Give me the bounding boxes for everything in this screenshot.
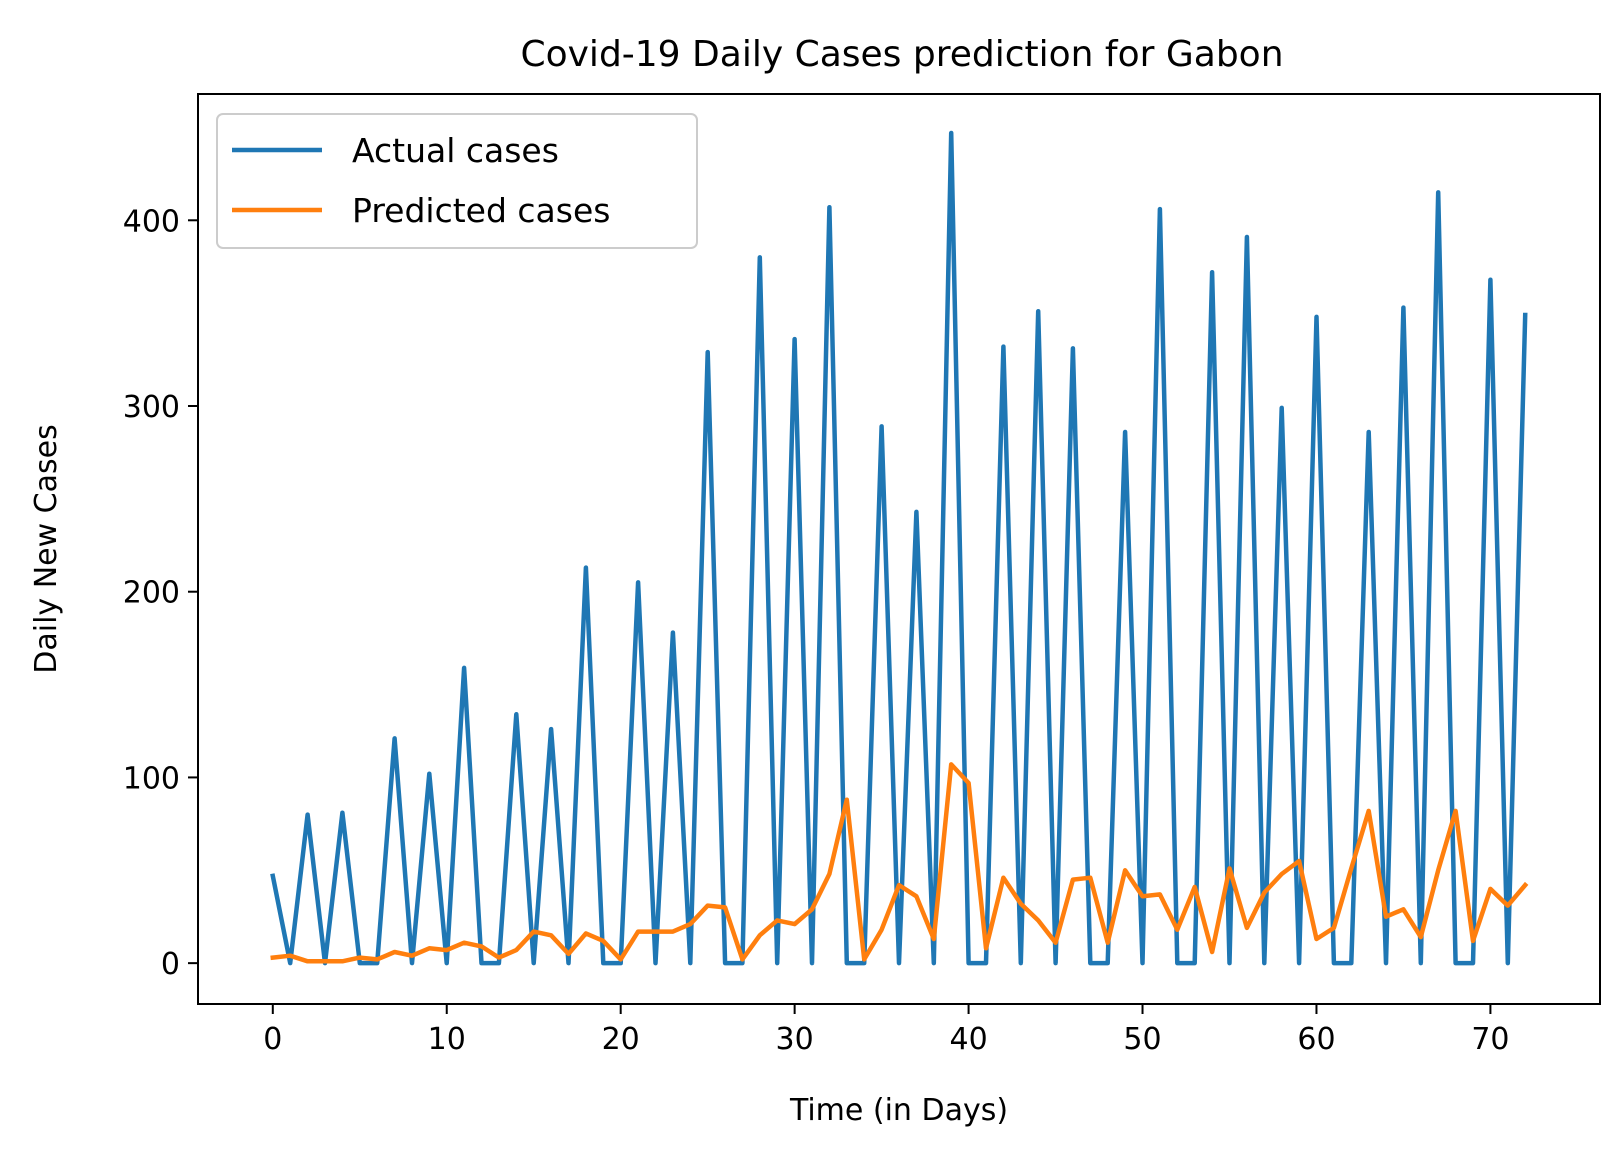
legend-label-1: Actual cases <box>352 131 559 170</box>
legend: Actual cases Predicted cases <box>216 113 698 249</box>
x-axis: 0 10 20 30 40 50 60 70 <box>263 1004 1510 1057</box>
x-tick-label: 0 <box>263 1022 282 1057</box>
y-axis-label: Daily New Cases <box>29 424 64 673</box>
series-line-1 <box>270 130 1528 966</box>
y-tick-label: 100 <box>123 761 180 796</box>
y-tick-label: 200 <box>123 576 180 611</box>
chart-title: Covid-19 Daily Cases prediction for Gabo… <box>520 34 1283 75</box>
x-tick-label: 10 <box>428 1022 466 1057</box>
y-tick-label: 400 <box>123 204 180 239</box>
x-tick-label: 70 <box>1471 1022 1509 1057</box>
y-tick-label: 0 <box>161 947 180 982</box>
y-axis: 0 100 200 300 400 <box>123 204 198 982</box>
plot-frame <box>197 93 1601 1005</box>
x-axis-label: Time (in Days) <box>789 1093 1008 1128</box>
series-line-2 <box>270 762 1529 964</box>
x-tick-label: 60 <box>1297 1022 1335 1057</box>
x-tick-label: 40 <box>949 1022 987 1057</box>
plot-area <box>270 130 1529 966</box>
y-tick-label: 300 <box>123 390 180 425</box>
x-tick-label: 30 <box>776 1022 814 1057</box>
x-tick-label: 20 <box>602 1022 640 1057</box>
legend-box <box>216 113 698 249</box>
x-tick-label: 50 <box>1123 1022 1161 1057</box>
legend-label-2: Predicted cases <box>352 191 610 230</box>
